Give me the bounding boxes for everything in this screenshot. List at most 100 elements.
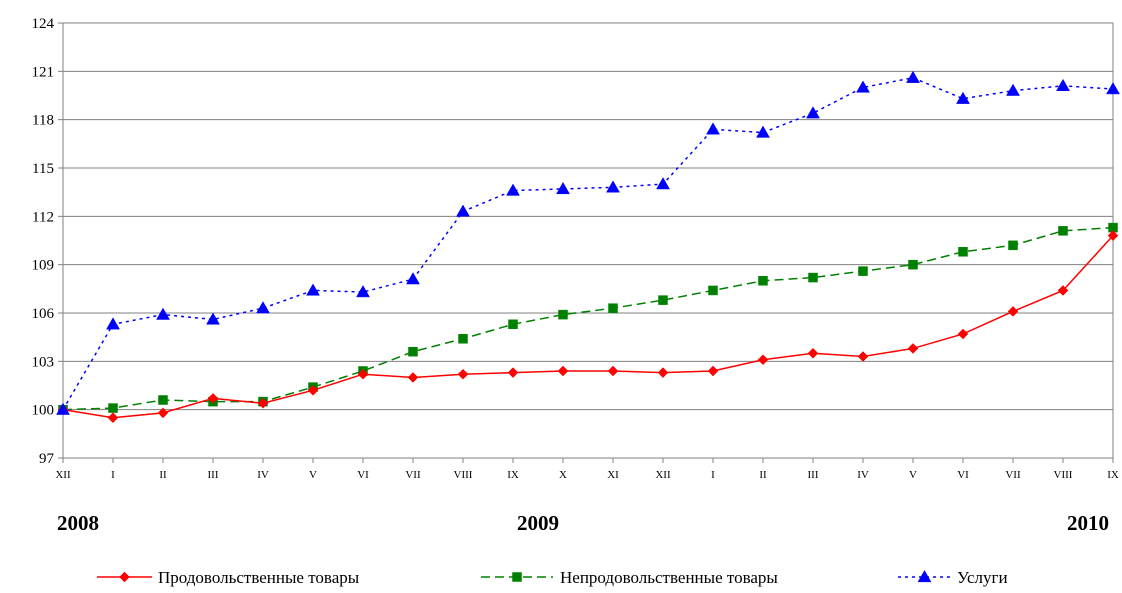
legend-label: Продовольственные товары bbox=[158, 568, 360, 587]
x-tick-label: II bbox=[759, 469, 767, 481]
series-3 bbox=[56, 70, 1120, 415]
gridlines bbox=[63, 22, 1113, 459]
data-point bbox=[558, 309, 568, 320]
y-tick-label: 103 bbox=[32, 354, 55, 370]
x-tick-label: VIII bbox=[454, 469, 473, 481]
x-tick-label: II bbox=[159, 469, 167, 481]
y-tick-label: 124 bbox=[32, 16, 55, 32]
data-point bbox=[557, 365, 569, 377]
data-point bbox=[56, 402, 70, 415]
data-point bbox=[806, 106, 820, 119]
x-tick-label: I bbox=[111, 469, 115, 481]
y-tick-label: 115 bbox=[32, 161, 54, 177]
data-point bbox=[908, 259, 918, 270]
data-point bbox=[506, 183, 520, 196]
data-point bbox=[406, 272, 420, 285]
data-point bbox=[756, 125, 770, 138]
data-point bbox=[357, 368, 369, 380]
data-point bbox=[1107, 230, 1119, 242]
data-point bbox=[508, 319, 518, 330]
data-point bbox=[457, 368, 469, 380]
data-point bbox=[607, 365, 619, 377]
y-tick-label: 100 bbox=[32, 403, 55, 419]
data-point bbox=[707, 365, 719, 377]
data-point bbox=[458, 334, 468, 344]
data-point bbox=[156, 307, 170, 320]
data-point bbox=[808, 272, 818, 283]
x-tick-label: XII bbox=[55, 469, 71, 481]
data-point bbox=[708, 285, 718, 296]
legend-label: Услуги bbox=[957, 568, 1008, 587]
y-tick-label: 106 bbox=[32, 306, 55, 322]
year-label: 2010 bbox=[1067, 511, 1109, 535]
data-point bbox=[608, 303, 618, 313]
data-point bbox=[958, 247, 968, 257]
data-point bbox=[407, 372, 419, 383]
legend-item: Продовольственные товары bbox=[97, 568, 360, 587]
x-tick-label: IX bbox=[507, 469, 519, 481]
data-point bbox=[656, 177, 670, 190]
series-1 bbox=[57, 230, 1119, 424]
data-point bbox=[207, 393, 219, 404]
x-tick-label: XI bbox=[607, 469, 619, 481]
x-tick-label: I bbox=[711, 469, 715, 481]
legend-item: Непродовольственные товары bbox=[481, 568, 778, 587]
data-point bbox=[907, 343, 919, 354]
legend-item: Услуги bbox=[898, 568, 1008, 587]
data-point bbox=[157, 407, 169, 419]
x-tick-label: VII bbox=[1005, 469, 1021, 481]
x-tick-label: IV bbox=[857, 469, 869, 481]
data-point bbox=[856, 80, 870, 93]
data-point bbox=[757, 354, 769, 366]
data-point bbox=[957, 328, 969, 340]
x-tick-label: VIII bbox=[1054, 469, 1073, 481]
data-point bbox=[658, 295, 668, 305]
x-tick-label: XII bbox=[655, 469, 671, 481]
data-point bbox=[257, 397, 269, 409]
series-group bbox=[56, 70, 1120, 424]
data-point bbox=[1058, 226, 1068, 236]
data-point bbox=[507, 367, 519, 378]
data-point bbox=[1008, 240, 1018, 251]
data-point bbox=[858, 266, 868, 276]
data-point bbox=[857, 351, 869, 362]
data-point bbox=[906, 70, 920, 83]
x-tick-label: VI bbox=[357, 469, 369, 481]
year-label: 2009 bbox=[517, 511, 559, 535]
data-point bbox=[1006, 83, 1020, 96]
x-tick-label: IV bbox=[257, 469, 269, 481]
plot-area-frame bbox=[62, 22, 1114, 459]
data-point bbox=[956, 91, 970, 104]
year-label: 2008 bbox=[57, 511, 99, 535]
data-point bbox=[1007, 306, 1019, 317]
x-tick-label: III bbox=[208, 469, 219, 481]
legend-marker bbox=[512, 572, 522, 582]
data-point bbox=[108, 403, 118, 413]
y-tick-label: 118 bbox=[32, 113, 54, 129]
data-point bbox=[107, 412, 119, 424]
data-point bbox=[206, 312, 220, 325]
data-point bbox=[456, 204, 470, 217]
data-point bbox=[356, 285, 370, 298]
data-point bbox=[158, 395, 168, 405]
series-line bbox=[62, 235, 1114, 419]
x-tick-label: V bbox=[309, 469, 317, 481]
x-tick-label: VII bbox=[405, 469, 421, 481]
y-tick-label: 121 bbox=[32, 64, 55, 80]
series-line bbox=[62, 226, 1114, 411]
data-point bbox=[807, 347, 819, 359]
data-point bbox=[306, 283, 320, 296]
x-tick-label: III bbox=[808, 469, 819, 481]
year-labels: 2008 2009 2010 bbox=[57, 511, 1109, 535]
data-point bbox=[307, 384, 319, 396]
data-point bbox=[408, 346, 418, 357]
series-line bbox=[62, 76, 1114, 411]
data-point bbox=[1056, 78, 1070, 91]
data-point bbox=[1057, 285, 1069, 296]
legend-marker bbox=[119, 571, 130, 583]
y-tick-label: 112 bbox=[32, 209, 54, 225]
y-tick-label: 109 bbox=[32, 258, 55, 274]
